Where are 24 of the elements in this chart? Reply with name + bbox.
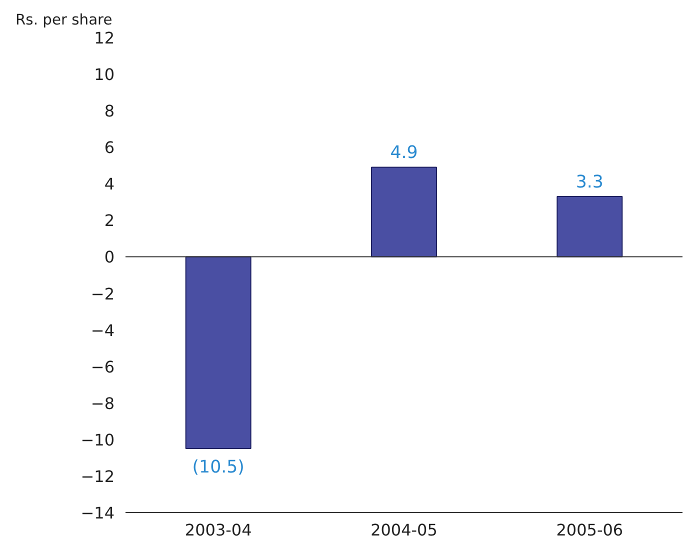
data-label: 4.9 (390, 143, 418, 164)
bar (371, 166, 437, 258)
x-tick-label: 2005-06 (556, 520, 624, 540)
y-tick-label: −8 (90, 394, 115, 413)
y-axis-title: Rs. per share (16, 12, 112, 28)
y-tick-label: −4 (90, 320, 115, 340)
y-tick-label: 2 (104, 211, 115, 230)
y-tick-label: 10 (94, 65, 114, 84)
y-tick-label: 4 (104, 174, 115, 194)
y-tick-label: −12 (80, 466, 114, 486)
data-label: 3.3 (576, 172, 604, 192)
y-tick-label: −14 (80, 504, 114, 522)
x-tick-label: 2004-05 (370, 520, 438, 540)
x-tick-label: 2003-04 (184, 520, 252, 540)
y-tick-label: 8 (104, 102, 115, 121)
bar (185, 256, 252, 450)
y-tick-label: −10 (80, 430, 114, 450)
y-tick-label: −2 (90, 284, 115, 304)
y-tick-label: −6 (90, 357, 115, 376)
y-tick-label: 0 (104, 248, 115, 267)
y-tick-label: 12 (94, 28, 114, 48)
data-label: (10.5) (192, 458, 244, 478)
bar (556, 196, 623, 258)
y-tick-label: 6 (104, 138, 115, 158)
